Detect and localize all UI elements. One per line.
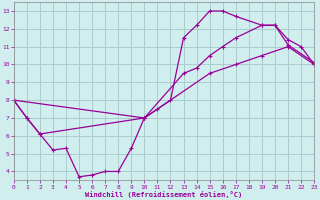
X-axis label: Windchill (Refroidissement éolien,°C): Windchill (Refroidissement éolien,°C): [85, 191, 243, 198]
